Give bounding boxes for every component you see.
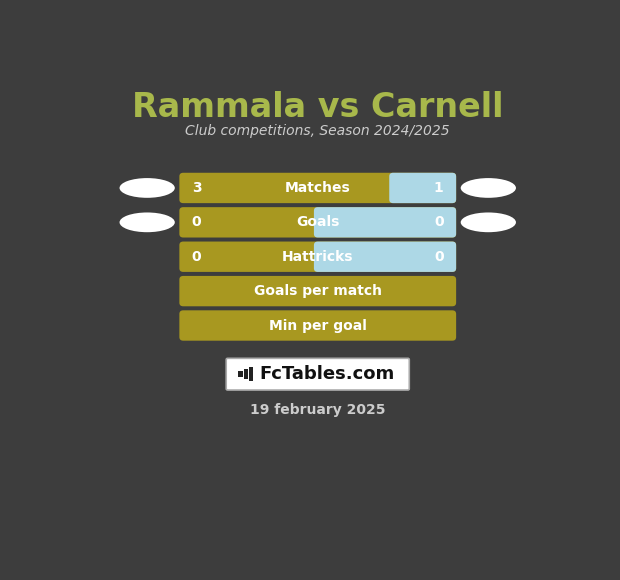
FancyBboxPatch shape	[238, 371, 242, 378]
Text: 0: 0	[192, 215, 202, 229]
Text: FcTables.com: FcTables.com	[260, 365, 395, 383]
FancyBboxPatch shape	[179, 276, 456, 306]
FancyBboxPatch shape	[249, 367, 253, 382]
Text: 0: 0	[192, 250, 202, 264]
Text: Goals: Goals	[296, 215, 339, 229]
Text: 0: 0	[434, 250, 444, 264]
Text: 19 february 2025: 19 february 2025	[250, 403, 386, 418]
Text: Goals per match: Goals per match	[254, 284, 382, 298]
Ellipse shape	[461, 212, 516, 232]
FancyBboxPatch shape	[244, 369, 248, 379]
Text: 1: 1	[434, 181, 444, 195]
FancyBboxPatch shape	[317, 211, 327, 234]
FancyBboxPatch shape	[179, 207, 456, 238]
FancyBboxPatch shape	[393, 176, 403, 200]
Ellipse shape	[461, 178, 516, 198]
Text: 0: 0	[434, 215, 444, 229]
FancyBboxPatch shape	[389, 173, 456, 203]
Text: Hattricks: Hattricks	[282, 250, 353, 264]
Ellipse shape	[120, 212, 175, 232]
Text: Matches: Matches	[285, 181, 351, 195]
FancyBboxPatch shape	[314, 241, 456, 272]
FancyBboxPatch shape	[314, 207, 456, 238]
FancyBboxPatch shape	[226, 358, 409, 390]
Text: Min per goal: Min per goal	[269, 318, 366, 332]
Text: Rammala vs Carnell: Rammala vs Carnell	[132, 91, 503, 124]
Text: 3: 3	[192, 181, 202, 195]
Text: Club competitions, Season 2024/2025: Club competitions, Season 2024/2025	[185, 124, 450, 138]
FancyBboxPatch shape	[179, 241, 456, 272]
Ellipse shape	[120, 178, 175, 198]
FancyBboxPatch shape	[179, 310, 456, 340]
FancyBboxPatch shape	[317, 245, 327, 269]
FancyBboxPatch shape	[179, 173, 456, 203]
